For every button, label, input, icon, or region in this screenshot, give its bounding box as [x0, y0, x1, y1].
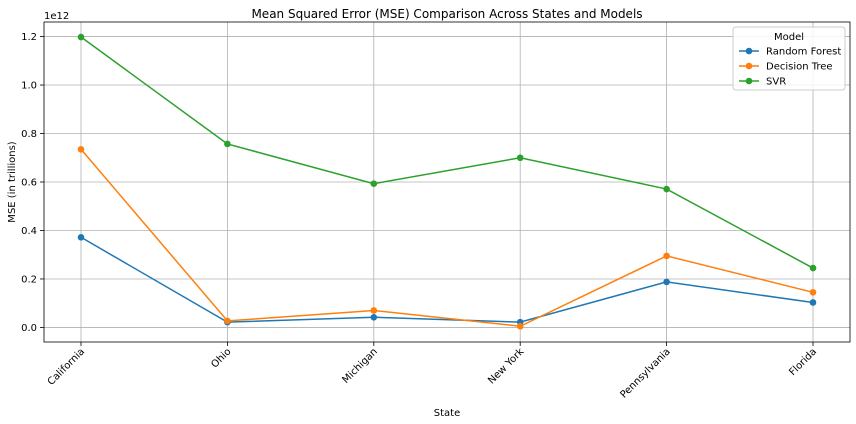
data-point-svr: [77, 33, 85, 41]
data-point-random-forest: [370, 313, 378, 321]
y-offset-label: 1e12: [44, 11, 69, 22]
series-line-random-forest: [80, 236, 814, 323]
legend-marker-decision-tree: [745, 62, 753, 70]
data-point-decision-tree: [809, 289, 817, 296]
x-axis-label: State: [434, 408, 460, 419]
chart-title: Mean Squared Error (MSE) Comparison Acro…: [251, 7, 642, 21]
legend-label-decision-tree: Decision Tree: [766, 62, 833, 73]
data-point-svr: [663, 185, 670, 193]
legend-label-random-forest: Random Forest: [766, 47, 841, 58]
y-tick-label: 0.2: [21, 274, 37, 285]
y-tick-label: 1.2: [21, 32, 37, 43]
legend: Model Random Forest Decision Tree SVR: [732, 26, 846, 91]
data-point-decision-tree: [77, 145, 85, 153]
data-point-random-forest: [77, 233, 85, 241]
legend-label-svr: SVR: [766, 77, 786, 88]
y-tick-label: 0.6: [21, 178, 37, 189]
legend-marker-svr: [745, 77, 753, 85]
legend-frame: [732, 26, 846, 91]
legend-marker-random-forest: [745, 47, 753, 55]
y-tick-label: 0.4: [21, 226, 37, 237]
y-axis-label: MSE (in trillions): [7, 141, 18, 222]
series-line-decision-tree: [80, 148, 814, 328]
data-point-random-forest: [663, 278, 670, 286]
y-tick-label: 0.0: [21, 323, 37, 334]
data-point-decision-tree: [370, 307, 378, 314]
data-point-decision-tree: [663, 252, 670, 260]
data-point-svr: [809, 264, 817, 272]
legend-title: Model: [774, 32, 804, 43]
y-tick-label: 1.0: [21, 81, 37, 92]
data-point-decision-tree: [224, 317, 231, 325]
data-point-random-forest: [809, 299, 817, 306]
data-point-svr: [516, 154, 524, 162]
y-tick-label: 0.8: [21, 129, 37, 140]
data-point-svr: [224, 140, 231, 148]
data-point-svr: [370, 180, 378, 187]
series-line-svr: [80, 36, 814, 269]
data-point-decision-tree: [516, 322, 524, 330]
